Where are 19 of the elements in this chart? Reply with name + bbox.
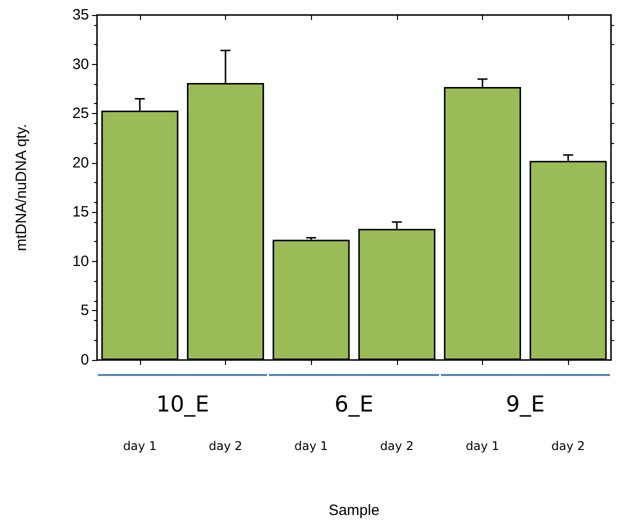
- y-tick-label: 20: [72, 154, 89, 172]
- x-tick-label: day 2: [380, 439, 414, 453]
- y-tick-label: 15: [72, 204, 89, 221]
- x-axis-title: Sample: [328, 502, 380, 519]
- text: 9_E: [506, 392, 545, 418]
- text: 10_E: [156, 392, 210, 418]
- y-tick-label: 5: [80, 302, 89, 320]
- y-tick-label: 25: [72, 105, 89, 122]
- y-tick-label: 35: [72, 6, 89, 24]
- y-tick-label: 10: [72, 252, 89, 270]
- y-axis-title: mtDNA/nuDNA qty.: [13, 124, 30, 252]
- x-tick-label: day 2: [551, 439, 585, 453]
- x-tick-label: day 1: [466, 439, 500, 453]
- y-tick-label: 0: [80, 352, 89, 368]
- x-tick-label: day 1: [294, 439, 328, 453]
- x-tick-label: day 2: [208, 439, 242, 453]
- x-tick-label: day 1: [123, 439, 157, 453]
- text: 6_E: [334, 392, 374, 418]
- y-tick-label: 30: [72, 56, 89, 73]
